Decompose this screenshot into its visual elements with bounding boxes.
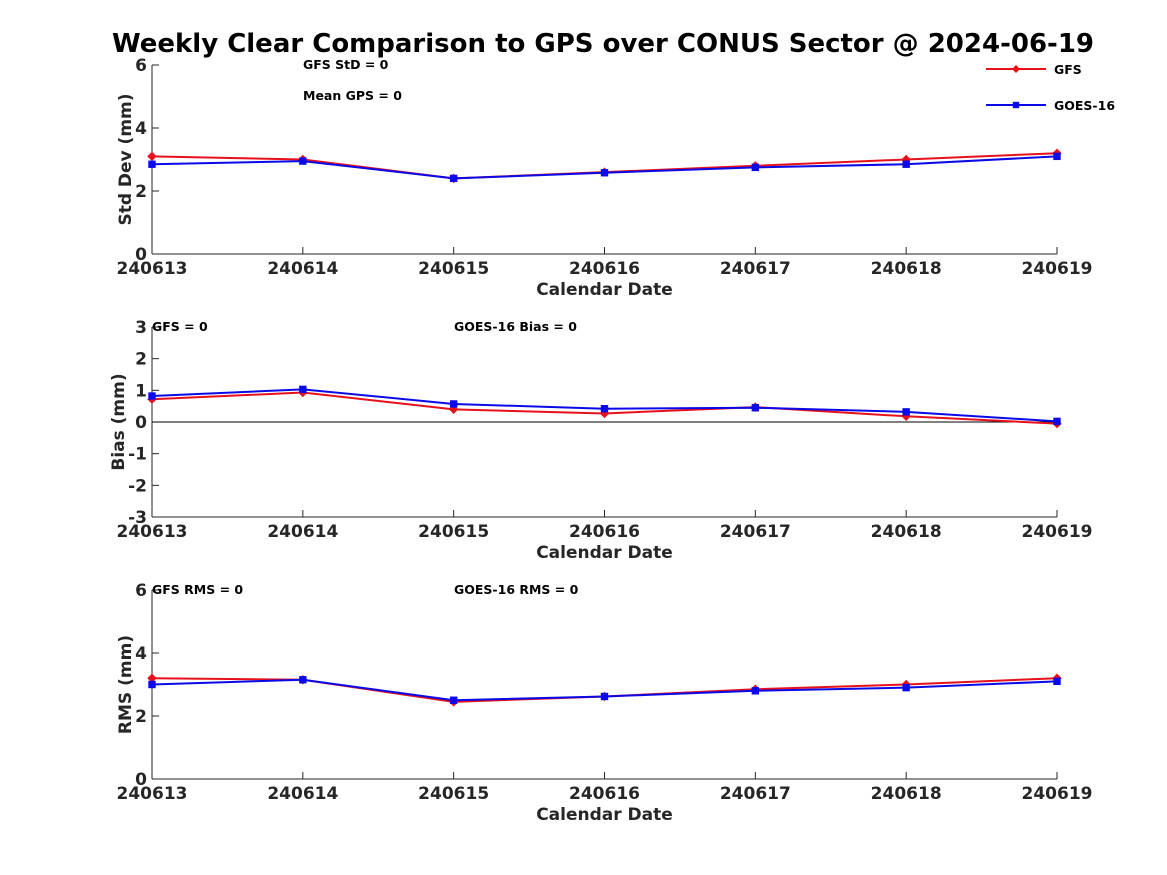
y-tick-label: 3 [135,318,147,338]
x-tick-label: 240617 [720,259,791,279]
y-tick-label: 1 [135,381,147,401]
x-tick-label: 240615 [418,784,489,804]
legend: GFS GOES-16 [986,62,1115,113]
y-tick-label: 4 [135,644,147,664]
data-point-goes16 [449,696,458,704]
panel-annotation: GOES-16 Bias = 0 [454,319,577,334]
data-point-goes16 [751,163,760,172]
y-tick-label: 4 [135,119,147,139]
x-tick-label: 240616 [569,784,640,804]
x-axis-label: Calendar Date [536,543,673,563]
data-point-goes16 [299,157,307,165]
y-tick-label: -2 [128,476,147,496]
x-tick-label: 240615 [418,259,489,279]
data-point-goes16 [1053,677,1061,686]
legend-marker-goes16 [1012,101,1020,109]
y-tick-label: 0 [135,413,147,433]
y-tick-label: -3 [128,508,147,528]
data-point-goes16 [1053,152,1061,161]
data-point-goes16 [449,174,458,183]
panel-rms: 0 2 4 6 240613 240614 240615 240616 240617 240618… [116,581,1092,825]
x-tick-label: 240619 [1022,784,1093,804]
x-tick-label: 240614 [267,259,338,279]
data-point-goes16 [148,680,156,689]
x-tick-label: 240618 [871,522,942,542]
y-axis-label: Std Dev (mm) [116,93,136,225]
data-point-goes16 [751,687,760,695]
panel-annotation: GFS RMS = 0 [152,582,243,597]
panel-annotation: Mean GPS = 0 [303,88,402,103]
data-point-goes16 [600,692,609,701]
y-tick-label: 2 [135,182,147,202]
x-tick-label: 240617 [720,522,791,542]
x-tick-label: 240619 [1022,259,1093,279]
legend-label: GOES-16 [1054,98,1115,113]
data-point-goes16 [902,408,910,416]
data-point-goes16 [299,385,307,394]
x-tick-label: 240613 [117,259,188,279]
y-tick-label: 0 [135,770,147,790]
x-tick-label: 240618 [871,259,942,279]
y-axis-label: RMS (mm) [116,635,136,734]
data-point-goes16 [902,160,910,168]
x-axis-label: Calendar Date [536,805,673,825]
data-point-goes16 [751,404,760,412]
y-tick-label: 6 [135,581,147,601]
panel-bias: -3 -2 -1 0 1 2 3 240613 240614 240615 240616 240617… [109,318,1092,563]
legend-marker-gfs [1012,65,1020,73]
y-tick-label: 0 [135,245,147,265]
x-tick-label: 240618 [871,784,942,804]
figure-title: Weekly Clear Comparison to GPS over CONU… [112,29,1094,59]
x-tick-label: 240619 [1022,522,1093,542]
y-tick-label: 6 [135,56,147,76]
panel-annotation: GFS = 0 [152,319,208,334]
x-tick-label: 240616 [569,522,640,542]
panel-annotation: GOES-16 RMS = 0 [454,582,579,597]
x-tick-label: 240613 [117,522,188,542]
data-point-goes16 [299,676,307,684]
data-point-goes16 [600,169,609,177]
x-tick-label: 240614 [267,784,338,804]
data-point-goes16 [148,392,156,400]
data-point-goes16 [148,160,156,168]
x-axis-label: Calendar Date [536,280,673,300]
panel-annotation: GFS StD = 0 [303,57,389,72]
panel-std: 0 2 4 6 240613 240614 240615 240616 240617 240618… [116,56,1092,300]
y-axis-label: Bias (mm) [109,373,129,470]
x-tick-label: 240614 [267,522,338,542]
x-tick-label: 240616 [569,259,640,279]
data-point-goes16 [1053,417,1061,426]
data-point-gfs [147,151,157,162]
legend-label: GFS [1054,62,1082,77]
x-tick-label: 240613 [117,784,188,804]
x-tick-label: 240615 [418,522,489,542]
y-tick-label: 2 [135,350,147,370]
y-tick-label: -1 [128,445,147,465]
x-tick-label: 240617 [720,784,791,804]
data-point-goes16 [902,683,910,692]
y-tick-label: 2 [135,707,147,727]
data-point-goes16 [449,400,458,408]
data-point-goes16 [600,405,609,413]
